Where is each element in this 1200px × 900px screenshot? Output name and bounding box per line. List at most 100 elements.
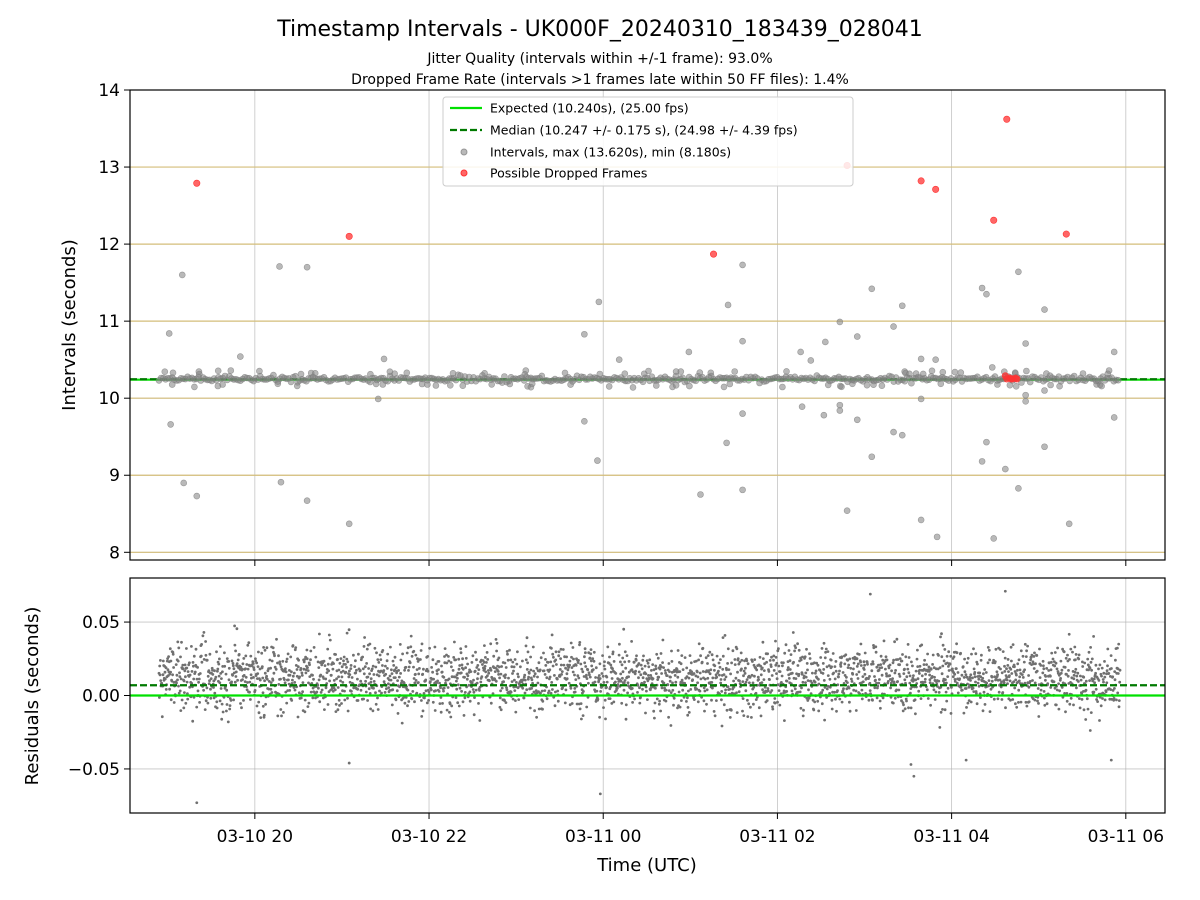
residual-point xyxy=(801,680,805,684)
residual-point xyxy=(159,679,163,682)
residual-point xyxy=(468,699,472,703)
residual-point xyxy=(497,656,501,660)
residual-point xyxy=(711,658,715,662)
residual-point xyxy=(298,675,301,679)
residual-point xyxy=(833,690,836,694)
residual-point xyxy=(626,691,629,695)
residual-point xyxy=(1054,661,1058,665)
residual-point xyxy=(910,660,913,664)
residual-point xyxy=(654,667,658,671)
residual-point xyxy=(424,689,428,693)
residual-point xyxy=(995,670,999,674)
residual-point xyxy=(916,665,920,668)
residual-point xyxy=(664,688,668,692)
residual-point xyxy=(1009,645,1013,649)
residual-point xyxy=(994,647,998,651)
residual-point xyxy=(540,689,544,693)
residual-point xyxy=(685,700,688,703)
residual-point xyxy=(753,674,756,678)
residual-point xyxy=(965,706,968,709)
residual-point xyxy=(273,654,276,658)
residual-point xyxy=(1021,676,1025,679)
interval-outlier-point xyxy=(581,418,588,425)
residual-point xyxy=(998,648,1002,651)
residual-point xyxy=(293,688,297,692)
residual-point xyxy=(499,689,502,693)
residual-point xyxy=(385,659,389,663)
residual-point xyxy=(318,700,322,704)
residual-point xyxy=(494,638,498,641)
interval-point xyxy=(621,370,629,378)
residual-point xyxy=(371,664,375,668)
interval-point xyxy=(297,370,305,378)
residual-point xyxy=(276,714,280,718)
residual-point xyxy=(794,677,798,680)
residual-point xyxy=(614,680,617,684)
interval-point xyxy=(446,381,454,389)
residual-point xyxy=(1033,651,1036,655)
residual-point xyxy=(1072,677,1076,681)
residual-point xyxy=(359,679,363,683)
residual-point xyxy=(290,699,294,702)
residual-point xyxy=(241,662,245,666)
residual-point xyxy=(158,696,161,699)
residual-point xyxy=(904,681,907,685)
residual-point xyxy=(391,688,395,692)
dropped-frame-point xyxy=(1062,230,1070,238)
residual-point xyxy=(1026,644,1029,648)
residual-point xyxy=(211,673,215,676)
residual-point xyxy=(279,677,282,681)
residual-point xyxy=(579,662,583,666)
residual-point xyxy=(449,715,453,719)
residual-point xyxy=(930,675,934,678)
residual-point xyxy=(723,678,727,681)
residual-point xyxy=(218,699,222,703)
residual-point xyxy=(880,673,884,677)
residual-point xyxy=(312,677,315,681)
residual-point xyxy=(1088,679,1091,682)
residual-point xyxy=(1018,668,1022,672)
residual-point xyxy=(635,654,638,658)
residual-point xyxy=(404,696,408,699)
residual-point xyxy=(450,704,454,708)
residual-point xyxy=(466,662,469,666)
residual-point xyxy=(1015,705,1019,709)
residual-point xyxy=(923,658,926,662)
residual-point xyxy=(719,658,722,661)
residual-point xyxy=(356,699,360,702)
residual-point xyxy=(918,664,922,668)
residual-point xyxy=(594,676,597,679)
residual-point xyxy=(509,658,513,662)
residual-point xyxy=(208,652,212,656)
interval-point xyxy=(1114,376,1122,384)
residual-point xyxy=(1092,690,1096,694)
residual-point xyxy=(855,665,859,668)
residual-point xyxy=(645,689,648,693)
residual-point xyxy=(256,677,259,680)
residual-point xyxy=(442,686,446,690)
residual-point xyxy=(566,668,570,672)
residual-point xyxy=(354,671,358,675)
residual-point xyxy=(636,683,640,687)
residual-point xyxy=(1105,681,1109,685)
residual-point xyxy=(181,667,185,671)
residual-point xyxy=(608,697,612,700)
residual-point xyxy=(721,667,725,671)
residual-point xyxy=(1090,668,1093,672)
interval-outlier-point xyxy=(1065,520,1073,528)
residual-point xyxy=(754,698,758,701)
residual-point xyxy=(235,662,239,666)
residual-point xyxy=(781,664,784,668)
residual-point xyxy=(230,680,234,684)
residual-point xyxy=(249,673,253,677)
interval-outlier-point xyxy=(303,497,311,504)
residual-point xyxy=(1097,667,1100,671)
residual-point xyxy=(863,672,867,676)
residual-point xyxy=(463,675,466,679)
residual-point xyxy=(476,677,479,681)
residual-point xyxy=(706,654,710,657)
residual-point xyxy=(508,648,511,652)
residual-point xyxy=(786,666,790,669)
residual-point xyxy=(735,711,739,714)
residual-point xyxy=(894,669,897,672)
